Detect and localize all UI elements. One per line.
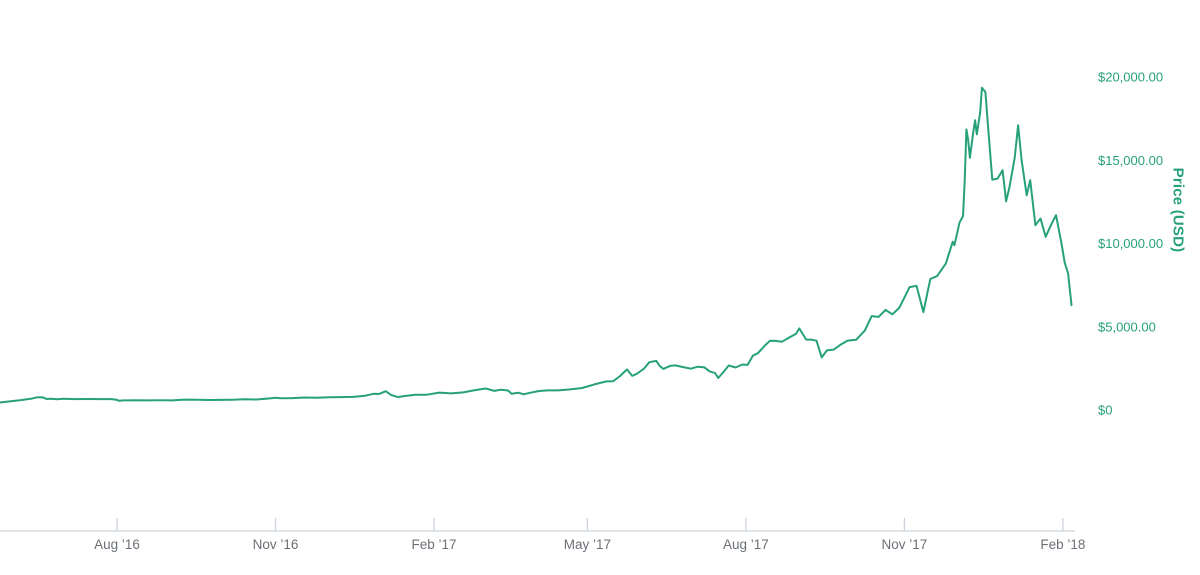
y-axis-label: $5,000.00 xyxy=(1098,319,1156,334)
y-axis-label: $15,000.00 xyxy=(1098,153,1163,168)
y-axis-label: $10,000.00 xyxy=(1098,236,1163,251)
x-axis-label: May ’17 xyxy=(564,537,611,552)
x-axis-label: Aug ’16 xyxy=(94,537,140,552)
x-axis-label: Nov ’16 xyxy=(253,537,299,552)
price-line[interactable] xyxy=(0,86,1073,404)
x-axis-label: Nov ’17 xyxy=(882,537,928,552)
y-axis-title: Price (USD) xyxy=(1169,167,1187,253)
y-axis-label: $0 xyxy=(1098,403,1112,418)
y-axis-label: $20,000.00 xyxy=(1098,70,1163,85)
x-axis-label: Feb ’17 xyxy=(412,537,457,552)
x-axis-label: Aug ’17 xyxy=(723,537,769,552)
x-axis-label: Feb ’18 xyxy=(1040,537,1085,552)
